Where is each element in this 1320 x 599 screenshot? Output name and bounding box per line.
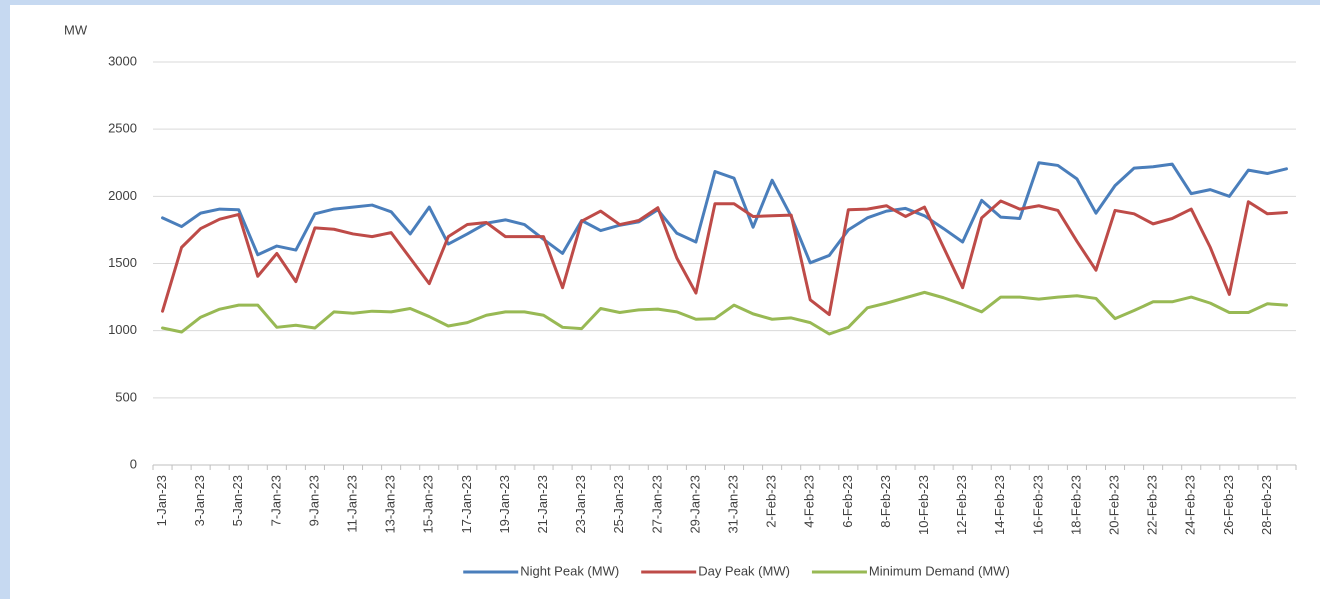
x-tick-label: 31-Jan-23 — [725, 475, 740, 534]
legend-label: Day Peak (MW) — [698, 563, 790, 578]
x-tick-label: 12-Feb-23 — [954, 475, 969, 535]
x-tick-label: 9-Jan-23 — [306, 475, 321, 526]
x-tick-label: 23-Jan-23 — [573, 475, 588, 534]
x-tick-label: 1-Jan-23 — [154, 475, 169, 526]
x-tick-label: 25-Jan-23 — [611, 475, 626, 534]
x-tick-label: 5-Jan-23 — [230, 475, 245, 526]
x-tick-label: 17-Jan-23 — [459, 475, 474, 534]
x-tick-label: 16-Feb-23 — [1030, 475, 1045, 535]
y-tick-label: 1500 — [108, 255, 137, 270]
series-line — [161, 199, 1288, 317]
x-tick-label: 7-Jan-23 — [268, 475, 283, 526]
x-tick-label: 14-Feb-23 — [992, 475, 1007, 535]
y-tick-label: 500 — [115, 389, 137, 404]
y-tick-label: 2500 — [108, 121, 137, 136]
x-tick-label: 26-Feb-23 — [1221, 475, 1236, 535]
x-tick-label: 22-Feb-23 — [1145, 475, 1160, 535]
legend-label: Minimum Demand (MW) — [869, 563, 1010, 578]
x-tick-label: 21-Jan-23 — [535, 475, 550, 534]
y-axis-title: MW — [64, 22, 88, 37]
x-tick-label: 24-Feb-23 — [1183, 475, 1198, 535]
x-tick-label: 4-Feb-23 — [802, 475, 817, 528]
legend: Night Peak (MW) Day Peak (MW) Minimum Dema… — [463, 563, 1010, 578]
x-tick-label: 6-Feb-23 — [840, 475, 855, 528]
x-tick-label: 13-Jan-23 — [383, 475, 398, 534]
x-tick-label: 11-Jan-23 — [344, 475, 359, 533]
legend-label: Night Peak (MW) — [520, 563, 619, 578]
x-tick-label: 2-Feb-23 — [764, 475, 779, 528]
series-line — [161, 290, 1288, 336]
y-tick-label: 0 — [130, 456, 137, 471]
x-tick-label: 20-Feb-23 — [1106, 475, 1121, 535]
x-tick-label: 29-Jan-23 — [687, 475, 702, 534]
y-tick-label: 1000 — [108, 322, 137, 337]
x-tick-label: 8-Feb-23 — [878, 475, 893, 528]
x-tick-label: 28-Feb-23 — [1259, 475, 1274, 535]
x-tick-label: 27-Jan-23 — [649, 475, 664, 534]
chart-frame — [10, 5, 1320, 599]
y-tick-label: 3000 — [108, 53, 137, 68]
y-tick-label: 2000 — [108, 188, 137, 203]
x-tick-label: 19-Jan-23 — [497, 475, 512, 534]
x-tick-label: 15-Jan-23 — [421, 475, 436, 534]
series-line — [161, 161, 1288, 265]
x-tick-label: 18-Feb-23 — [1068, 475, 1083, 535]
x-tick-label: 3-Jan-23 — [192, 475, 207, 526]
x-tick-label: 10-Feb-23 — [916, 475, 931, 535]
